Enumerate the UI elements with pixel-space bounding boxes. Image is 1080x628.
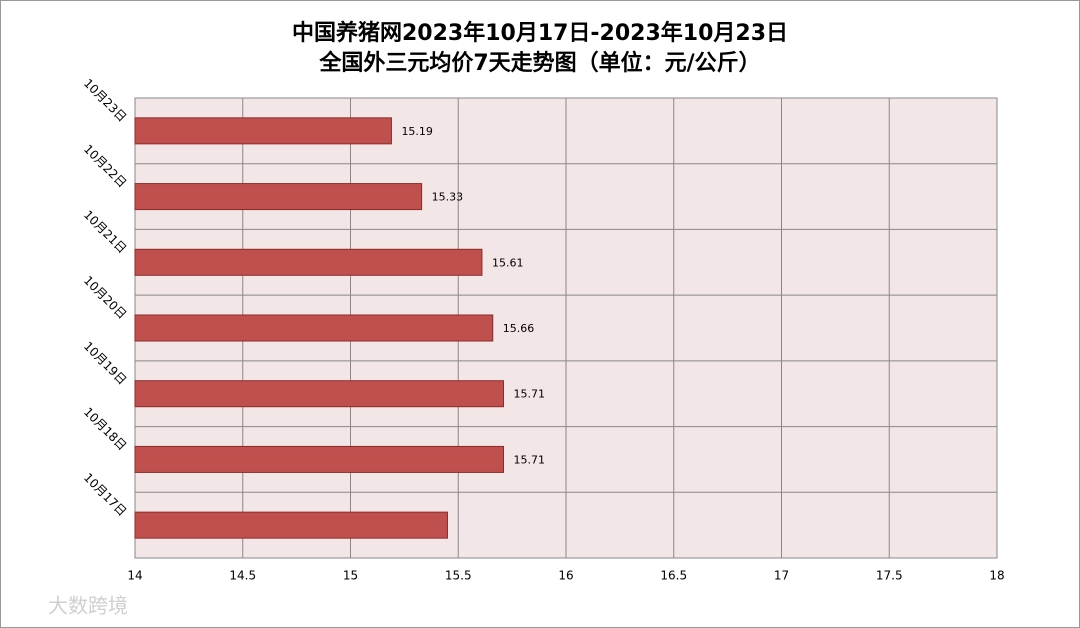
watermark: 大数跨境	[48, 594, 128, 618]
x-tick-label: 16.5	[660, 569, 687, 583]
x-tick-label: 14	[127, 569, 142, 583]
bar	[134, 248, 483, 276]
bar	[134, 445, 505, 473]
x-tick-label: 18	[989, 569, 1004, 583]
chart-subtitle: 全国外三元均价7天走势图（单位：元/公斤）	[318, 50, 760, 76]
value-label: 15.19	[401, 125, 433, 138]
x-tick-label: 15	[343, 569, 358, 583]
bar	[134, 380, 505, 408]
x-tick-label: 14.5	[229, 569, 256, 583]
x-tick-label: 17.5	[876, 569, 903, 583]
bar	[134, 314, 494, 342]
value-label: 15.71	[514, 453, 546, 466]
value-label: 15.71	[514, 388, 546, 401]
bar	[134, 511, 448, 539]
value-label: 15.61	[492, 256, 523, 269]
chart-title: 中国养猪网2023年10月17日-2023年10月23日	[292, 20, 788, 46]
value-label: 15.33	[432, 191, 464, 204]
bar	[134, 183, 423, 211]
x-tick-label: 15.5	[445, 569, 472, 583]
value-label: 15.66	[503, 322, 534, 335]
x-tick-label: 16	[558, 569, 573, 583]
x-tick-label: 17	[774, 569, 789, 583]
bar	[134, 117, 392, 145]
